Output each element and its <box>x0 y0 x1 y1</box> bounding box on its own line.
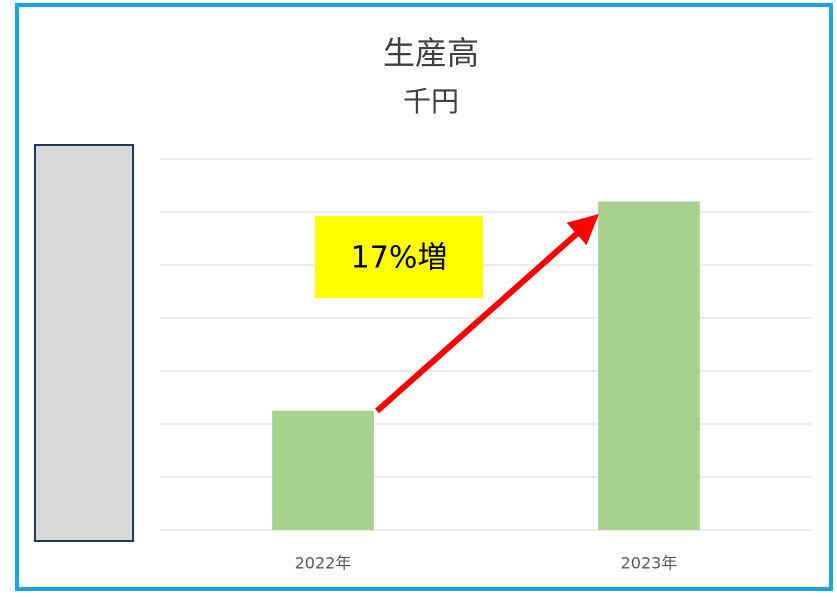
annotation: 17%増 <box>351 241 448 276</box>
x-tick-label: 2022年 <box>295 554 352 573</box>
annotation-box <box>315 216 483 298</box>
axis-cover <box>34 144 134 542</box>
chart-subtitle: 千円 <box>403 85 459 118</box>
chart-title: 生産高 <box>383 34 479 72</box>
bar <box>272 410 374 530</box>
x-tick-label: 2023年 <box>621 554 678 573</box>
growth-arrow <box>375 214 599 414</box>
plot-area: 2022年 2023年 <box>160 158 812 573</box>
bar <box>598 201 700 530</box>
